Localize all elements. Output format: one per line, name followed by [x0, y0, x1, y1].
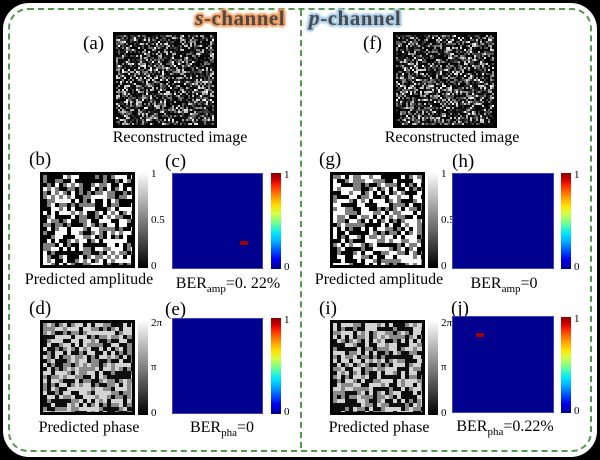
caption-f: Reconstructed image: [384, 129, 520, 146]
caption-c: BERamp=0. 22%: [175, 275, 281, 296]
colorbar-tick-j-bottom: 0: [574, 405, 580, 417]
caption-h-value: =0: [520, 275, 538, 292]
predicted-amplitude-canvas-g: [330, 172, 425, 268]
colorbar-tick-i-top: 2π: [441, 317, 453, 329]
caption-e-value: =0: [236, 419, 255, 436]
colorbar-tick-c-top: 1: [284, 169, 290, 181]
colorbar-tick-j-top: 1: [574, 313, 580, 325]
caption-a: Reconstructed image: [112, 129, 248, 146]
colorbar-tick-b-bottom: 0: [151, 260, 157, 272]
caption-d: Predicted phase: [38, 419, 140, 436]
error-pixel-mark: [476, 333, 484, 338]
colorbar-tick-g-bottom: 0: [441, 260, 447, 272]
channel-divider-line: [300, 10, 302, 448]
gray-colorbar-i: [428, 320, 438, 415]
pane-label-g: (g): [319, 149, 342, 170]
pane-label-f: (f): [363, 33, 382, 54]
pane-label-j: (j): [451, 298, 469, 319]
pane-label-i: (i): [319, 298, 337, 319]
s-channel-title-rest: -channel: [204, 6, 286, 30]
colorbar-tick-b-mid: 0.5: [151, 214, 165, 226]
caption-j-sub: pha: [487, 426, 504, 439]
caption-c-sub: amp: [206, 283, 226, 296]
jet-colorbar-h: [561, 173, 571, 269]
caption-e: BERpha=0: [189, 419, 255, 440]
caption-e-prefix: BER: [189, 419, 222, 436]
caption-h-sub: amp: [501, 283, 521, 296]
gray-colorbar-b: [138, 172, 148, 268]
ber-map-c: [172, 173, 263, 269]
gray-colorbar-g: [428, 172, 438, 268]
jet-colorbar-e: [271, 318, 281, 414]
predicted-phase-canvas-d: [40, 320, 135, 415]
predicted-phase-canvas-i: [330, 320, 425, 415]
ber-map-e: [172, 318, 263, 414]
p-channel-title-rest: -channel: [320, 6, 402, 30]
jet-colorbar-j: [561, 317, 571, 413]
caption-g: Predicted amplitude: [314, 271, 444, 288]
p-channel-title: p-channel: [309, 5, 402, 31]
colorbar-tick-g-top: 1: [441, 168, 447, 180]
colorbar-tick-e-top: 1: [284, 314, 290, 326]
gray-colorbar-d: [138, 320, 148, 415]
reconstructed-image-canvas-f: [393, 32, 497, 128]
caption-i: Predicted phase: [328, 419, 430, 436]
caption-j-prefix: BER: [456, 418, 488, 435]
pane-label-e: (e): [165, 299, 187, 320]
error-pixel-mark: [240, 240, 249, 245]
s-channel-title: s-channel: [195, 5, 285, 31]
ber-map-j: [452, 316, 554, 413]
jet-colorbar-c: [271, 173, 281, 269]
ber-map-h: [452, 173, 554, 269]
caption-h: BERamp=0: [470, 275, 538, 296]
pane-label-d: (d): [29, 298, 52, 319]
pane-label-c: (c): [165, 151, 187, 172]
colorbar-tick-i-mid: π: [441, 361, 447, 373]
pane-label-b: (b): [29, 149, 52, 170]
dashed-border-frame: [8, 8, 592, 452]
colorbar-tick-c-bottom: 0: [284, 261, 290, 273]
caption-j-value: =0.22%: [503, 418, 554, 435]
s-channel-title-italic: s: [194, 5, 205, 30]
pane-label-a: (a): [83, 33, 105, 54]
pane-label-h: (h): [452, 151, 475, 172]
caption-b: Predicted amplitude: [24, 271, 154, 288]
colorbar-tick-d-mid: π: [151, 361, 157, 373]
colorbar-tick-h-top: 1: [574, 169, 580, 181]
colorbar-tick-h-bottom: 0: [574, 261, 580, 273]
caption-c-prefix: BER: [175, 275, 207, 292]
colorbar-tick-d-top: 2π: [151, 317, 163, 329]
reconstructed-image-canvas-a: [113, 32, 217, 128]
p-channel-title-italic: p: [308, 5, 321, 30]
colorbar-tick-b-top: 1: [151, 168, 157, 180]
colorbar-tick-i-bottom: 0: [441, 407, 447, 419]
caption-h-prefix: BER: [470, 275, 502, 292]
caption-c-value: =0. 22%: [225, 275, 281, 292]
predicted-amplitude-canvas-b: [40, 172, 135, 268]
colorbar-tick-d-bottom: 0: [151, 407, 157, 419]
caption-j: BERpha=0.22%: [456, 418, 554, 439]
colorbar-tick-g-mid: 0.5: [441, 214, 455, 226]
caption-e-sub: pha: [221, 427, 237, 440]
colorbar-tick-e-bottom: 0: [284, 406, 290, 418]
